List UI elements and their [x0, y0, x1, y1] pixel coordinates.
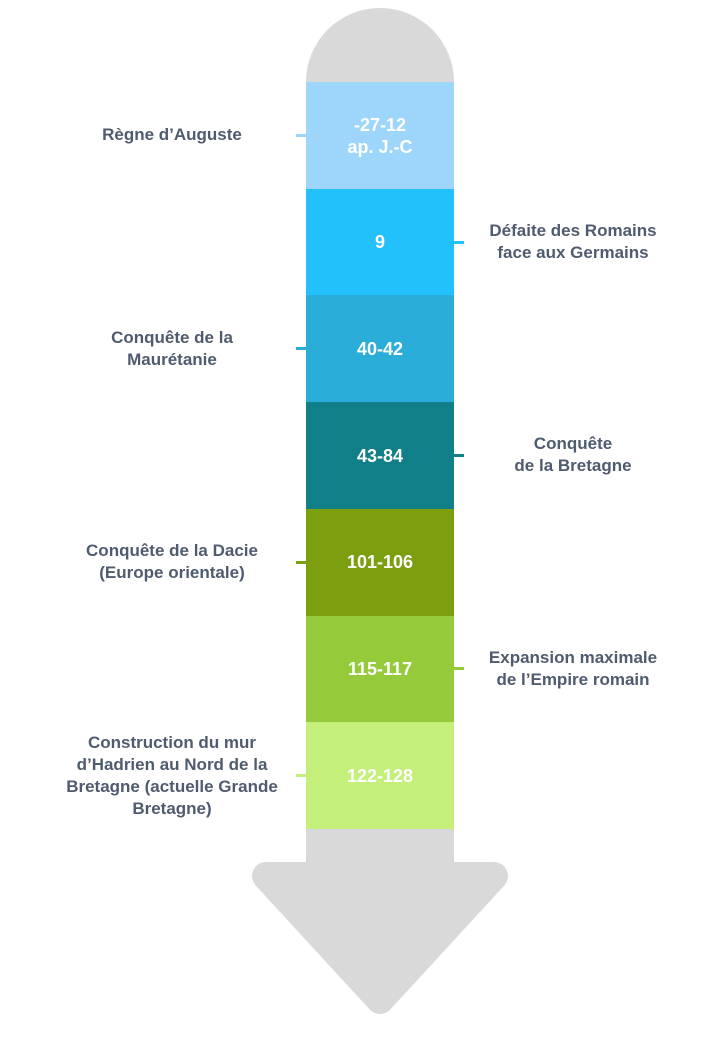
event-label: Conquête de la Bretagne	[514, 434, 632, 476]
connector	[454, 240, 464, 244]
date-block: 40-42	[306, 295, 454, 403]
event-label: Expansion maximale de l’Empire romain	[488, 647, 658, 689]
arrow-head	[252, 862, 508, 1014]
date-block: 115-117	[306, 615, 454, 723]
date-block: 9	[306, 188, 454, 296]
event-label: Conquête de la Dacie (Europe orientale)	[86, 541, 258, 583]
event-label: Règne d’Auguste	[102, 125, 242, 145]
date-block: 101-106	[306, 508, 454, 616]
connector	[296, 560, 306, 564]
connector	[454, 453, 464, 457]
connector	[296, 133, 306, 137]
event-label: Conquête de la Maurétanie	[111, 327, 233, 369]
date-block: 43-84	[306, 402, 454, 510]
event-label: Défaite des Romains face aux Germains	[489, 221, 657, 263]
event-label: Construction du mur d’Hadrien au Nord de…	[66, 732, 278, 818]
connector	[296, 774, 306, 778]
date-block: 122-128	[306, 722, 454, 830]
connector	[454, 667, 464, 671]
connector	[296, 347, 306, 351]
date-block: -27-12 ap. J.-C	[306, 82, 454, 190]
